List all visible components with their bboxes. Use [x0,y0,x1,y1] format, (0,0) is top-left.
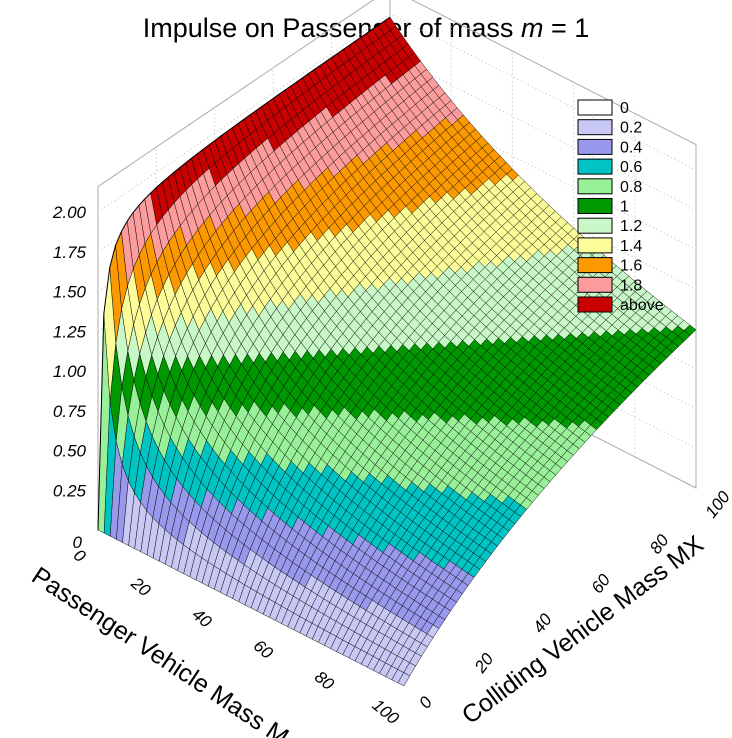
z-tick-label: 1.00 [53,362,87,381]
legend-label: 0.6 [620,159,642,176]
legend-swatch [577,217,613,234]
legend-label: 0.4 [620,139,642,156]
legend-swatch [577,178,613,195]
legend-swatch [577,237,613,254]
legend-swatch [577,296,613,313]
chart-title: Impulse on Passenger of mass m = 1 [143,13,589,43]
y-tick-label: 100 [701,487,732,521]
z-tick-label: 0.25 [53,481,87,500]
x-tick-label: 40 [189,605,216,632]
legend-label: 0.2 [620,120,642,137]
legend-label: 1.2 [620,218,642,235]
legend-swatch [577,158,613,175]
z-tick-label: 1.25 [53,322,87,341]
legend-label: 0.8 [620,179,642,196]
legend-swatch [577,99,613,116]
wall-gridline [97,13,697,213]
z-tick-label: 1.75 [53,243,87,262]
y-tick-label: 40 [529,610,556,637]
legend-swatch [577,257,613,274]
origin-tick-label: 0 [73,533,83,552]
x-tick-label: 20 [127,573,155,601]
legend-swatch [577,138,613,155]
legend-swatch [577,119,613,136]
x-tick-label: 100 [369,695,403,728]
z-tick-label: 0.50 [53,442,87,461]
legend: 0 0.2 0.4 0.6 0.8 1 1.2 1.4 1.6 1.8 above [577,99,664,314]
z-tick-label: 1.50 [53,283,87,302]
legend-label: 1.8 [620,277,642,294]
legend-swatch [577,276,613,293]
legend-label: 1.4 [620,238,642,255]
legend-label: 0 [620,100,629,117]
legend-label: 1.6 [620,258,642,275]
z-tick-label: 2.00 [52,203,87,222]
y-axis-label: Colliding Vehicle Mass MX [457,530,709,730]
surface-cell [397,672,411,687]
surface-mesh [97,16,697,687]
legend-label: 1 [620,199,629,216]
x-tick-label: 60 [250,636,277,663]
surface-edge [97,16,391,531]
z-tick-label: 0.75 [53,402,87,421]
legend-label: above [620,297,664,314]
legend-swatch [577,198,613,214]
y-tick-label: 20 [470,649,498,677]
z-axis-ticks: 0.25 0.50 0.75 1.00 1.25 1.50 1.75 2.00 0 [52,203,87,552]
y-tick-label: 0 [415,693,436,713]
x-tick-label: 80 [311,667,338,694]
